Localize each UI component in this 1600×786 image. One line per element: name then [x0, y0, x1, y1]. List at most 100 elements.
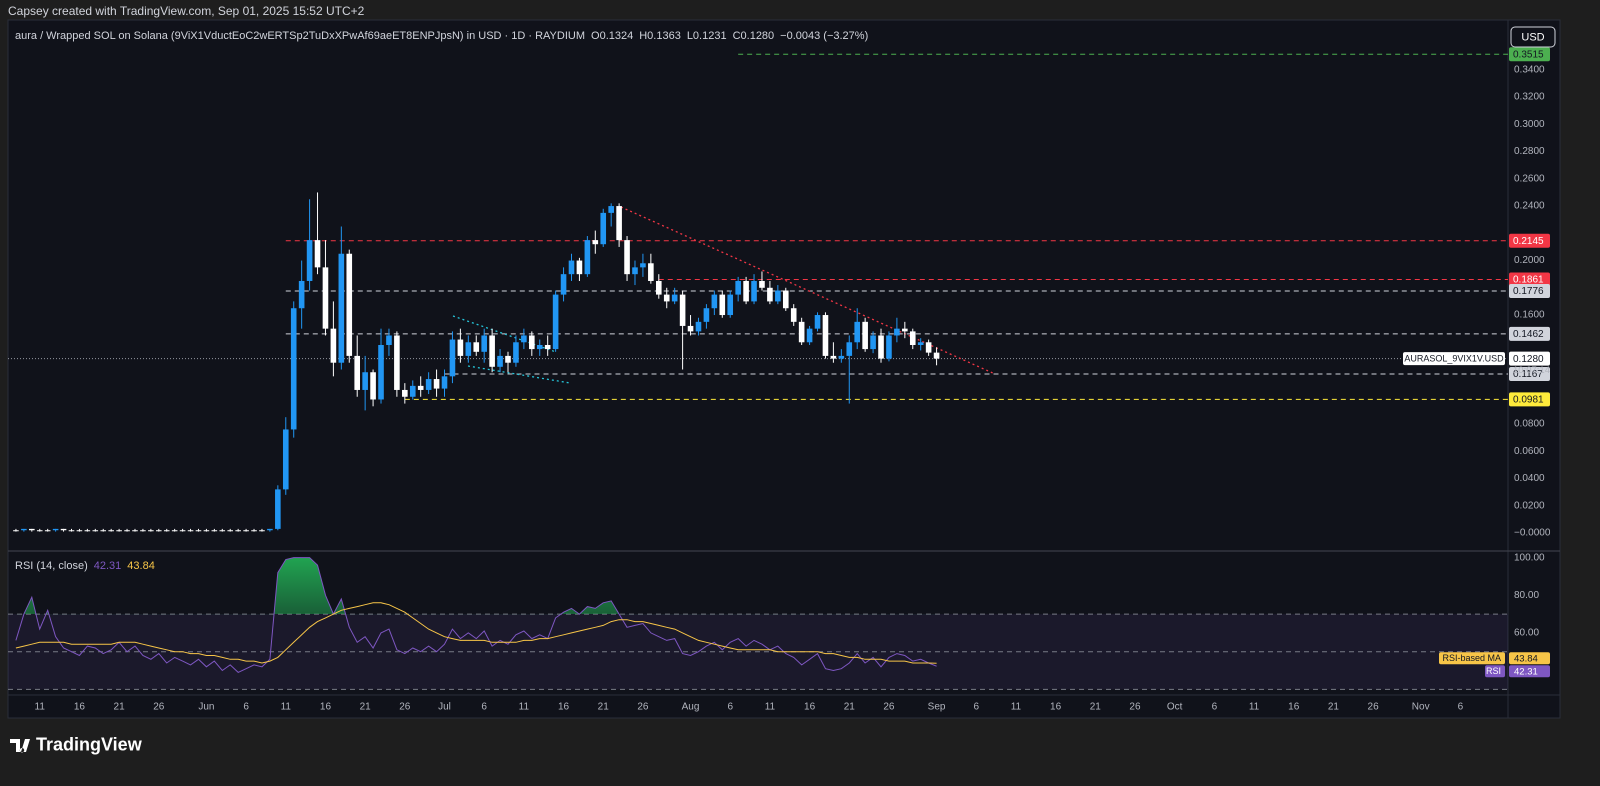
x-tick-label: 11	[1011, 702, 1022, 713]
candle-body	[187, 530, 194, 532]
candle-body	[417, 385, 424, 390]
candle-body	[592, 240, 599, 245]
candle-body	[782, 290, 789, 309]
candle-body	[806, 328, 813, 343]
level-tag	[1509, 47, 1550, 62]
x-tick-label: 21	[114, 702, 126, 713]
candle-body	[648, 263, 654, 281]
level-label: 0.1861	[1513, 275, 1544, 286]
candle-body	[171, 530, 178, 532]
candle-body	[362, 372, 368, 390]
change: −0.0043 (−3.27%)	[780, 30, 868, 42]
candle-body	[894, 328, 900, 336]
candle-body	[386, 335, 392, 346]
x-tick-label: 11	[1249, 702, 1260, 713]
x-tick-label: 16	[1050, 702, 1062, 713]
candle-body	[354, 355, 361, 390]
rsi-tick-label: 80.00	[1514, 590, 1539, 601]
series-value-tag	[1509, 652, 1550, 665]
candle-body	[211, 530, 218, 532]
candle-body	[759, 280, 765, 288]
attribution: Capsey created with TradingView.com, Sep…	[8, 4, 365, 18]
candle-body	[52, 528, 59, 531]
candle-body	[457, 339, 464, 356]
candle-body	[394, 335, 400, 390]
front-layer: 0.3400 0.3200 0.3000 0.2800 0.2600 0.2400 0.20…	[15, 47, 1551, 713]
rsi-ma-line	[15, 602, 937, 664]
wedge-line	[467, 365, 571, 384]
candle-body	[306, 240, 313, 281]
candle-body	[671, 294, 678, 302]
candle-body	[846, 342, 853, 356]
candle-body	[497, 355, 503, 367]
candle-body	[116, 530, 122, 532]
level-label: 0.0981	[1513, 394, 1544, 405]
candle-body	[568, 260, 575, 275]
series-tag	[1439, 652, 1505, 665]
candle-body	[481, 335, 487, 352]
y-tick-label: 0.2800	[1514, 146, 1545, 157]
x-tick-label: 16	[74, 702, 86, 713]
y-tick-label: 0.0800	[1514, 419, 1545, 430]
series-tag	[1485, 665, 1505, 678]
candle-body	[854, 321, 861, 343]
x-tick-label: 16	[804, 702, 816, 713]
trendline	[620, 206, 996, 375]
x-tick-label: 6	[1458, 702, 1464, 713]
x-tick-label: 26	[399, 702, 411, 713]
candle-body	[663, 294, 670, 302]
candle-body	[290, 308, 297, 430]
candle-body	[751, 280, 757, 302]
candle-body	[148, 530, 154, 532]
ohlc-low: L0.1231	[687, 30, 727, 42]
candle-body	[338, 253, 345, 363]
candle-body	[679, 294, 686, 326]
symbol-legend: aura / Wrapped SOL on Solana (9ViX1Vduct…	[15, 30, 868, 42]
candle-body	[727, 294, 734, 316]
currency-button[interactable]	[1510, 26, 1556, 48]
candle-body	[687, 325, 694, 332]
ohlc-high: H0.1363	[639, 30, 681, 42]
candle-body	[584, 240, 591, 275]
candle-body	[505, 355, 511, 363]
y-tick-label: 0.0200	[1514, 500, 1545, 511]
series-value-label: 43.84	[1514, 653, 1538, 664]
candle-body	[886, 335, 892, 359]
candle-body	[719, 294, 726, 316]
countdown: 10:07:14	[1513, 365, 1550, 376]
x-tick-label: 11	[765, 702, 776, 713]
x-tick-label: 6	[243, 702, 249, 713]
chart-panel	[7, 19, 1561, 719]
candle-body	[163, 530, 170, 532]
level-label: 0.3515	[1513, 49, 1544, 60]
candle-body	[695, 321, 702, 332]
y-tick-label: 0.3200	[1514, 92, 1545, 103]
candle-body	[378, 345, 384, 400]
x-tick-label: 26	[1368, 702, 1380, 713]
candle-body	[433, 379, 440, 389]
x-tick-label: 21	[1328, 702, 1340, 713]
y-tick-label: 0.0600	[1514, 446, 1545, 457]
candle-body	[624, 240, 630, 275]
candle-body	[544, 345, 551, 350]
rsi-line	[15, 557, 937, 673]
candle-body	[814, 315, 821, 329]
symbol-tag-label: AURASOL_9VIX1V.USD	[1404, 353, 1504, 363]
candle-body	[179, 530, 186, 532]
candle-body	[775, 290, 781, 302]
candle-body	[902, 328, 908, 332]
candle-body	[703, 308, 710, 322]
y-tick-label: 0.0400	[1514, 473, 1545, 484]
candle-body	[655, 280, 662, 295]
y-tick-label: 0.2600	[1514, 173, 1545, 184]
candle-body	[917, 342, 924, 346]
currency-label[interactable]: USD	[1521, 31, 1544, 43]
candle-body	[600, 212, 607, 245]
candle-body	[767, 287, 773, 302]
candle-body	[21, 528, 27, 531]
candle-body	[203, 530, 210, 532]
candle-body	[140, 530, 146, 532]
